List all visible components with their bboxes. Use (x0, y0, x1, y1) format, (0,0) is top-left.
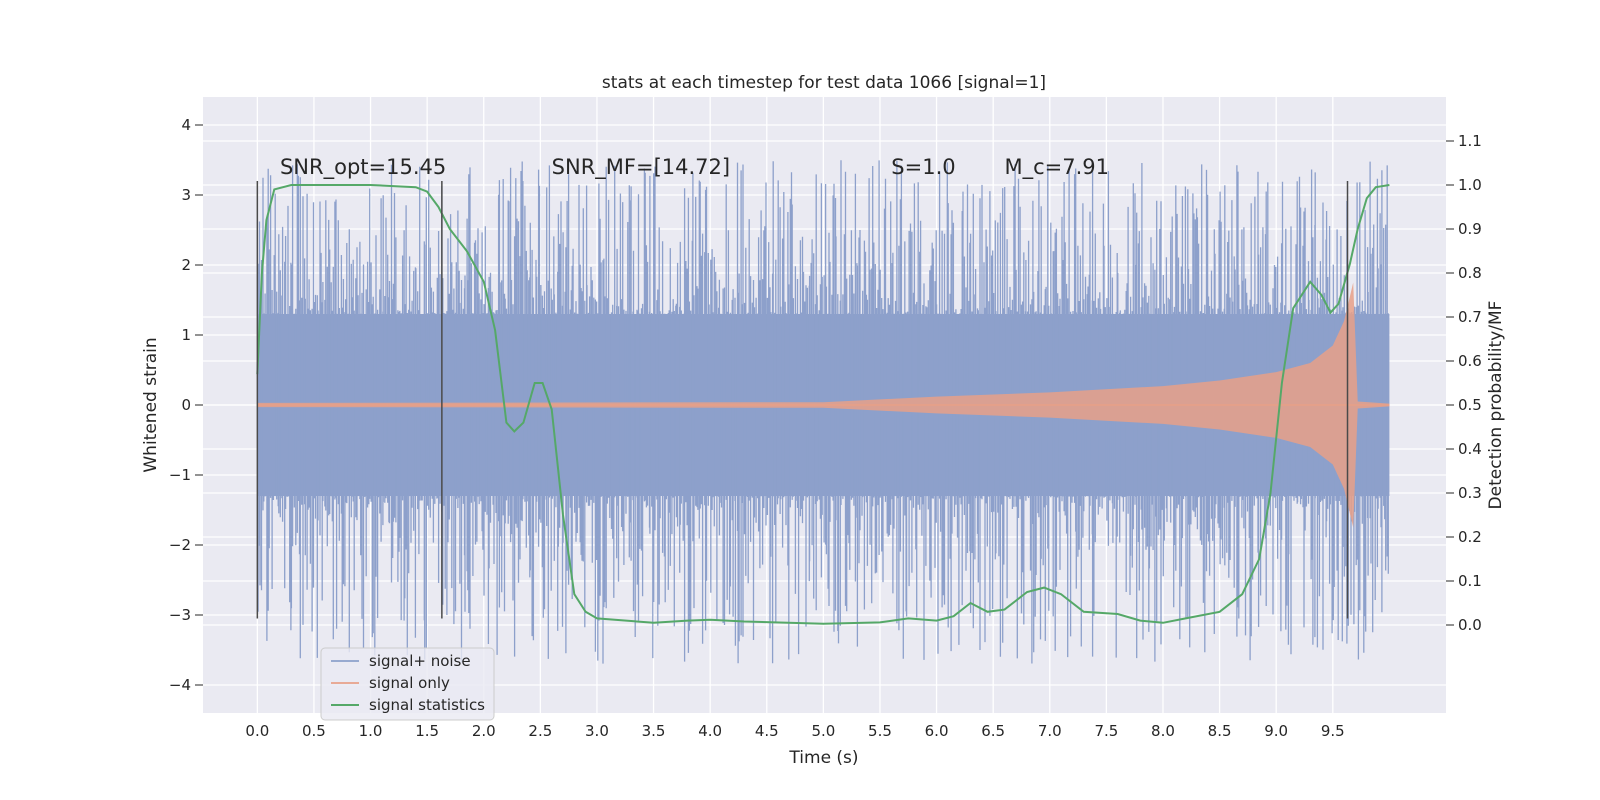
x-tick-label: 1.0 (359, 722, 383, 740)
annotation-s: S=1.0 (891, 155, 955, 179)
x-tick-label: 3.5 (642, 722, 666, 740)
x-tick-label: 5.0 (811, 722, 835, 740)
y-right-tick-label: 1.1 (1458, 132, 1482, 150)
x-tick-label: 7.0 (1038, 722, 1062, 740)
annotations: SNR_opt=15.45 SNR_MF=[14.72] S=1.0 M_c=7.91 (280, 155, 1109, 180)
y-right-tick-label: 0.8 (1458, 264, 1482, 282)
y-right-tick-label: 0.7 (1458, 308, 1482, 326)
x-tick-label: 8.5 (1208, 722, 1232, 740)
y-left-tick-label: −1 (169, 466, 191, 484)
legend-box (320, 647, 495, 721)
x-tick-label: 9.0 (1264, 722, 1288, 740)
x-tick-label: 0.0 (245, 722, 269, 740)
x-tick-label: 1.5 (415, 722, 439, 740)
x-tick-label: 6.0 (925, 722, 949, 740)
y-right-tick-label: 0.6 (1458, 352, 1482, 370)
x-tick-label: 6.5 (981, 722, 1005, 740)
vertical-markers (256, 181, 1349, 619)
x-tick-label: 3.0 (585, 722, 609, 740)
y-right-tick-label: 0.0 (1458, 616, 1482, 634)
x-tick-label: 2.0 (472, 722, 496, 740)
x-tick-label: 4.5 (755, 722, 779, 740)
annotation-mc: M_c=7.91 (1004, 155, 1109, 180)
y-right-tick-label: 0.3 (1458, 484, 1482, 502)
y-right-tick-label: 0.4 (1458, 440, 1482, 458)
series-layer (256, 160, 1390, 664)
y-left-tick-label: −4 (169, 676, 191, 694)
ticks: 0.0 0.5 1.0 1.5 2.0 2.5 3.0 3.5 4.0 4.5 5.0 5.5 6.0 6… (169, 116, 1482, 740)
y-axis-label-left: Whitened strain (141, 337, 161, 472)
y-right-tick-label: 0.2 (1458, 528, 1482, 546)
x-tick-label: 4.0 (698, 722, 722, 740)
y-left-tick-label: 2 (181, 256, 191, 274)
y-left-tick-label: 3 (181, 186, 191, 204)
chart-title: stats at each timestep for test data 106… (602, 73, 1046, 93)
y-left-tick-label: −3 (169, 606, 191, 624)
x-tick-label: 2.5 (528, 722, 552, 740)
legend-label: signal only (369, 674, 450, 692)
legend: signal+ noise signal only signal statistic… (320, 647, 495, 721)
x-axis-label: Time (s) (788, 748, 858, 768)
y-left-tick-label: 0 (181, 396, 191, 414)
x-tick-label: 0.5 (302, 722, 326, 740)
annotation-snr-mf: SNR_MF=[14.72] (552, 155, 730, 180)
annotation-snr-opt: SNR_opt=15.45 (280, 155, 446, 180)
x-tick-label: 8.0 (1151, 722, 1175, 740)
x-tick-label: 9.5 (1321, 722, 1345, 740)
y-right-tick-label: 0.5 (1458, 396, 1482, 414)
x-tick-label: 7.5 (1094, 722, 1118, 740)
x-tick-label: 5.5 (868, 722, 892, 740)
legend-label: signal statistics (369, 696, 485, 714)
y-right-tick-label: 0.1 (1458, 572, 1482, 590)
y-left-tick-label: −2 (169, 536, 191, 554)
y-left-tick-label: 4 (181, 116, 191, 134)
legend-label: signal+ noise (369, 652, 471, 670)
signal-statistics-line (256, 184, 1390, 625)
y-right-tick-label: 0.9 (1458, 220, 1482, 238)
y-left-tick-label: 1 (181, 326, 191, 344)
y-right-tick-label: 1.0 (1458, 176, 1482, 194)
y-axis-label-right: Detection probability/MF (1486, 301, 1506, 510)
